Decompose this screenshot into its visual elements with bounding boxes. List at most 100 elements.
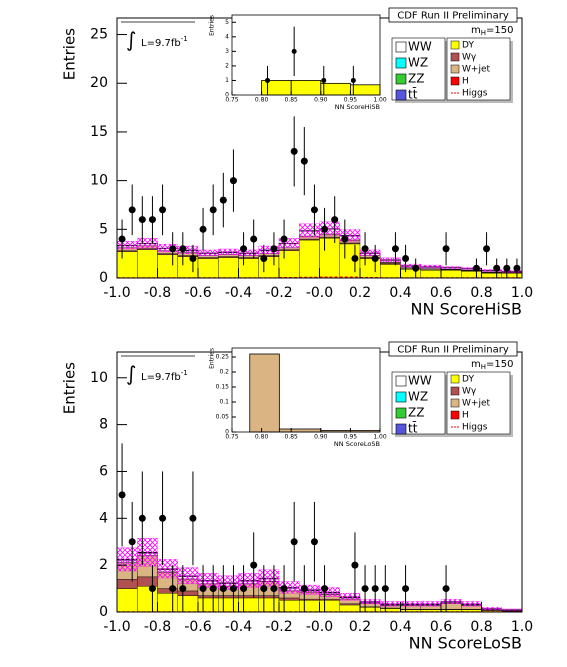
legend-label: WW: [408, 40, 432, 54]
uncertainty-band: [278, 238, 300, 249]
lumi-text: L=9.7fb: [141, 38, 181, 49]
legend-swatch: [395, 57, 407, 69]
y-tick-label: 8: [99, 417, 108, 433]
legend-box: [391, 371, 446, 435]
y-tick-label: 0: [225, 429, 229, 436]
inset-bar: [278, 428, 322, 433]
legend-swatch: [395, 407, 407, 419]
data-point: [209, 206, 217, 214]
x-tick-label: -1.0: [103, 285, 130, 301]
uncertainty-band: [116, 241, 138, 250]
title-box: [388, 341, 518, 357]
legend-swatch: [395, 89, 407, 101]
stack-bar: [137, 576, 158, 587]
inset-frame: [231, 14, 381, 96]
x-tick-label: 0.75: [225, 434, 239, 441]
y-tick-label: 2: [99, 557, 108, 573]
legend-label: Wγ: [462, 53, 477, 63]
legend-label: WZ: [408, 390, 428, 404]
x-tick-label: 0.4: [389, 285, 411, 301]
title-box: [388, 7, 518, 23]
y-tick-label: 3: [225, 48, 229, 55]
data-point: [229, 177, 237, 185]
mass-subscript: H: [481, 363, 486, 371]
stack-bar: [461, 270, 482, 279]
data-point: [179, 245, 187, 253]
uncertainty-band: [299, 223, 320, 238]
x-tick-label: 0.6: [430, 619, 452, 635]
data-point: [189, 255, 197, 263]
uncertainty-band: [319, 587, 340, 597]
x-tick-label: -0.6: [184, 285, 211, 301]
data-point: [503, 264, 511, 272]
data-point: [250, 561, 258, 569]
x-tick-label: 0.85: [285, 434, 299, 441]
data-point: [310, 206, 318, 214]
stack-bar: [238, 258, 259, 279]
data-point: [118, 235, 126, 243]
x-axis-label: NN ScoreHiSB: [411, 300, 522, 319]
y-tick-label: 5: [99, 221, 108, 237]
inset-bar: [290, 80, 322, 96]
uncertainty-band: [440, 266, 462, 269]
data-point: [229, 585, 237, 593]
x-tick-label: -0.6: [184, 619, 211, 635]
mass-symbol: m: [471, 359, 481, 370]
legend-label: Higgs: [462, 423, 488, 433]
x-tick-label: 0.8: [470, 285, 492, 301]
stack-bar: [177, 590, 199, 596]
uncertainty-band: [339, 593, 361, 601]
mass-value: =150: [486, 25, 513, 36]
y-tick-label: 2: [225, 62, 229, 69]
uncertainty-band: [481, 607, 502, 610]
uncertainty-band: [137, 538, 158, 567]
stack-bar: [278, 600, 300, 613]
y-tick-label: 0: [225, 92, 229, 99]
data-point: [280, 585, 288, 593]
stack-bar: [359, 258, 381, 279]
data-point: [260, 585, 268, 593]
stack-bar: [238, 595, 259, 599]
data-point: [159, 514, 167, 522]
legend-label: WZ: [408, 56, 428, 70]
data-point: [128, 538, 136, 546]
data-point: [189, 514, 197, 522]
x-tick-label: 0.80: [255, 434, 269, 441]
lumi-integral: ∫: [126, 28, 136, 52]
x-tick-label: 0.90: [314, 97, 328, 104]
data-point: [179, 585, 187, 593]
y-tick-label: 10: [90, 370, 108, 386]
y-tick-label: 0.2: [219, 369, 229, 376]
legend-swatch: [450, 374, 460, 384]
data-point: [513, 264, 521, 272]
y-tick-label: 20: [90, 75, 108, 91]
x-axis-label: NN ScoreLoSB: [409, 634, 522, 653]
x-tick-label: 0.85: [285, 97, 299, 104]
x-tick-label: -0.2: [265, 619, 292, 635]
legend-label: H: [462, 411, 469, 421]
legend-swatch: [450, 52, 460, 62]
data-point: [138, 216, 146, 224]
mass-label: mH=150: [471, 25, 513, 37]
x-tick-label: 0.2: [349, 619, 371, 635]
data-point: [148, 585, 156, 593]
x-tick-label: 0.80: [255, 97, 269, 104]
data-point: [138, 514, 146, 522]
stack-bar: [157, 254, 178, 279]
mass-value: =150: [486, 359, 513, 370]
data-point: [270, 585, 278, 593]
data-point: [240, 245, 248, 253]
data-point: [280, 235, 288, 243]
stack-bar: [420, 270, 442, 279]
data-point: [371, 585, 379, 593]
data-point: [219, 585, 227, 593]
uncertainty-band: [380, 257, 401, 262]
data-point: [442, 245, 450, 253]
data-point: [290, 538, 298, 546]
x-tick-label: 0.2: [349, 285, 371, 301]
data-point: [270, 245, 278, 253]
mass-label: mH=150: [471, 359, 513, 371]
stack-bar: [501, 272, 523, 279]
legend-swatch: [450, 76, 460, 86]
